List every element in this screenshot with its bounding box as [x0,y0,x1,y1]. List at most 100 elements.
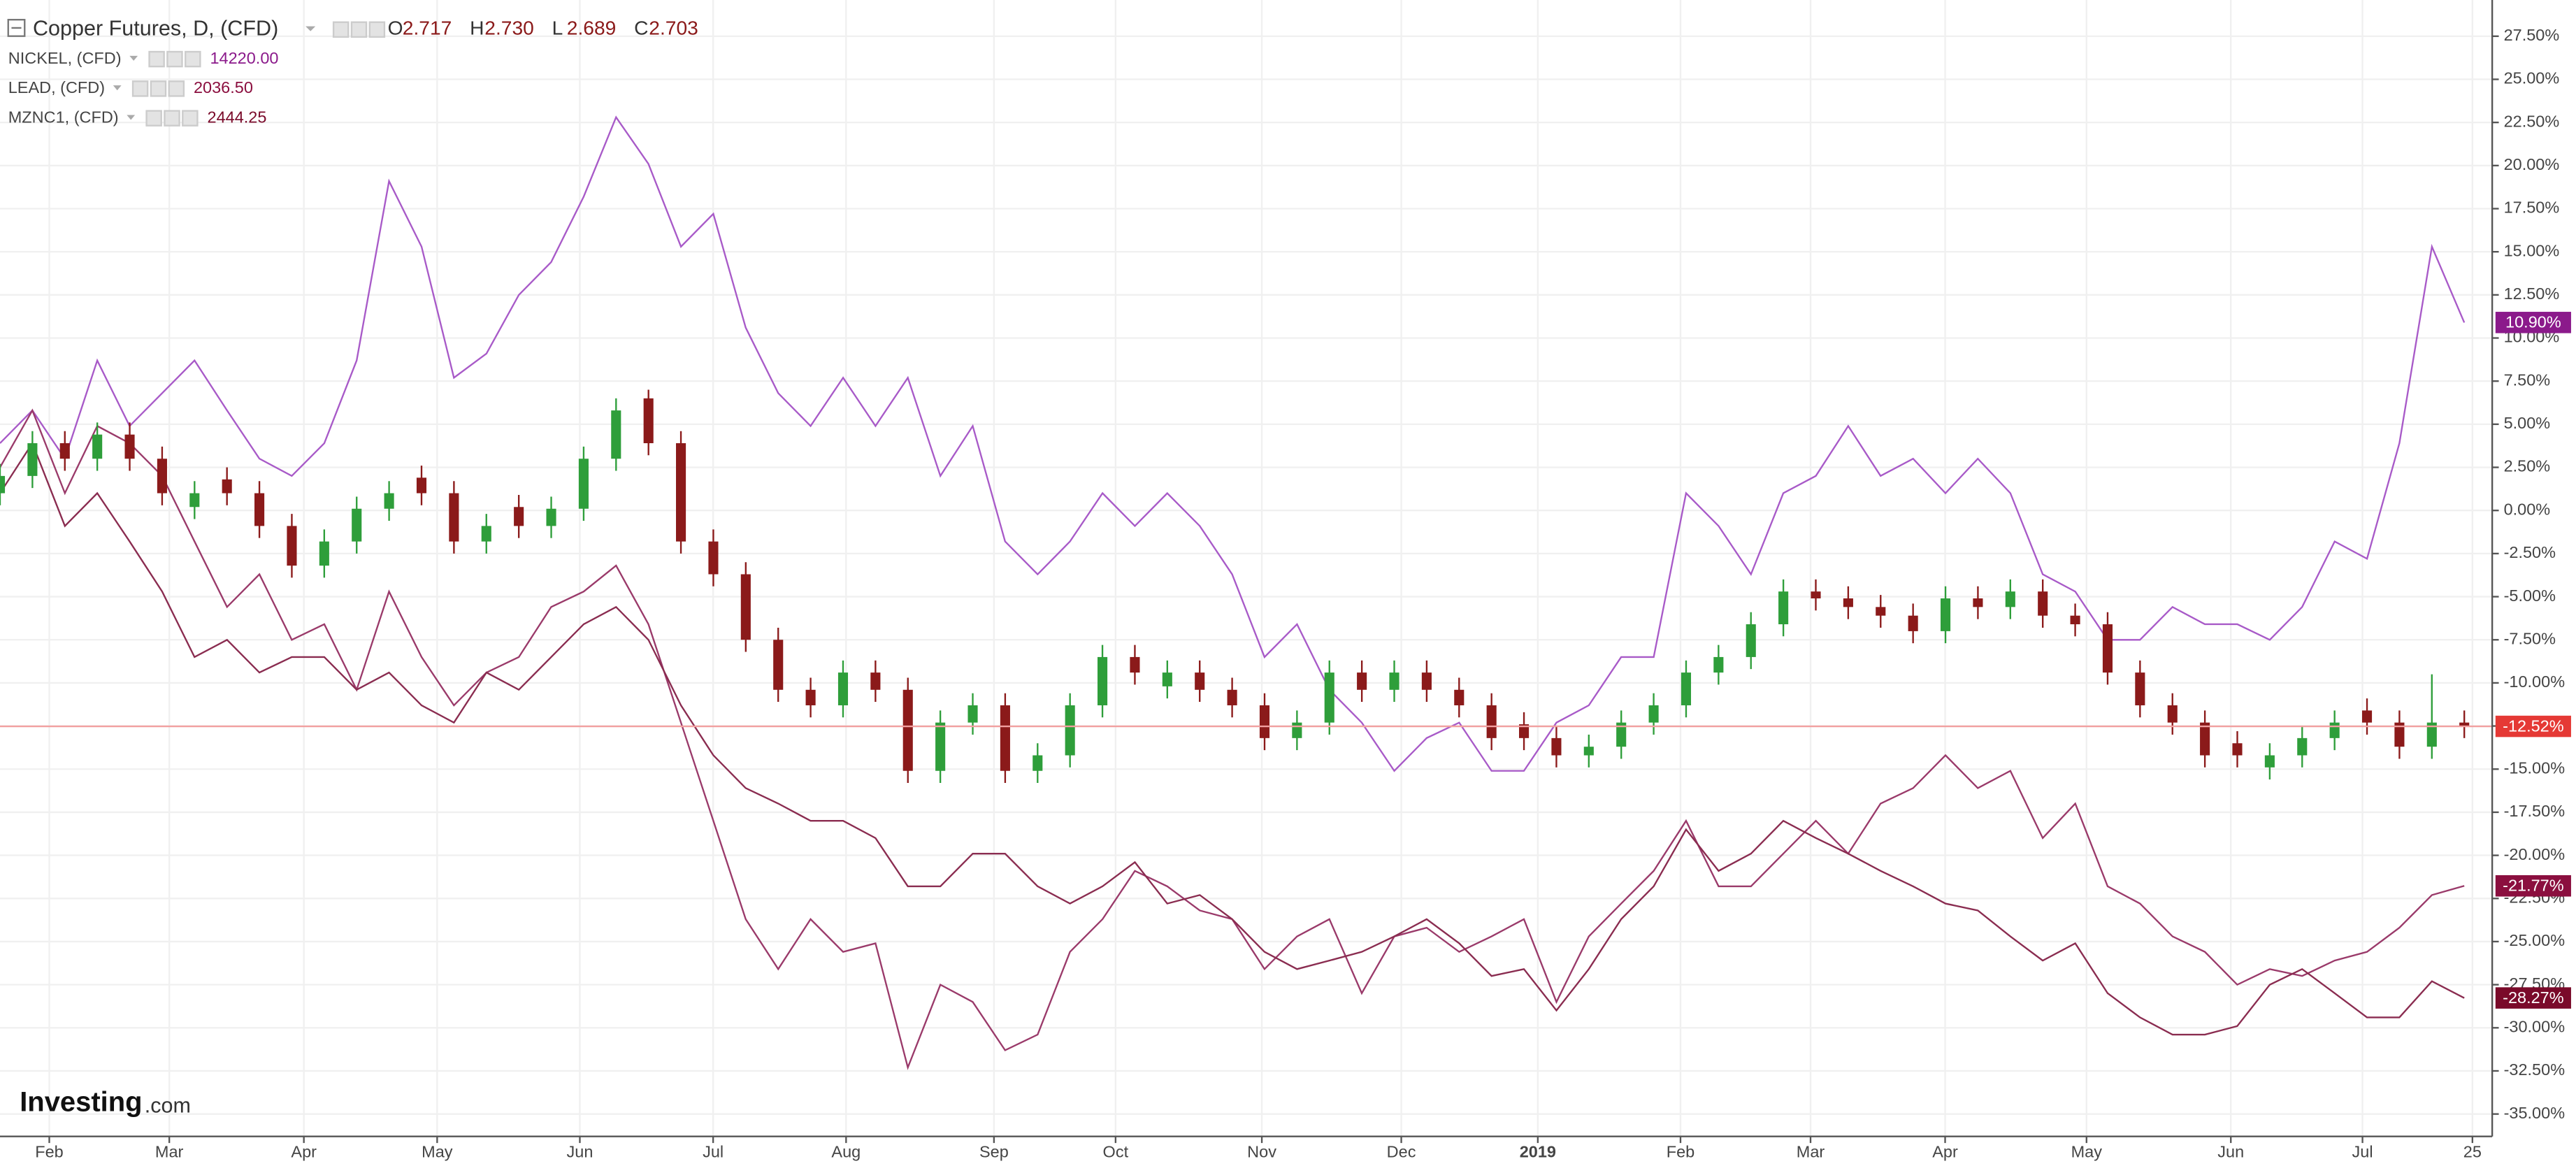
candle-body [1486,705,1497,738]
y-tick-label: -20.00% [2504,845,2566,863]
candle-body [2329,722,2340,738]
candle-body [189,493,200,508]
candle-body [222,479,232,494]
candle-body [384,493,394,509]
legend-icon[interactable] [131,80,149,97]
x-tick-label: Mar [155,1142,184,1160]
x-tick-label: Feb [1667,1142,1694,1160]
candle-body [1551,737,1562,756]
legend-icon[interactable] [150,80,167,97]
legend-icon[interactable] [350,21,368,38]
legend-icon[interactable] [164,110,180,127]
legend-icon[interactable] [166,50,183,68]
candle-body [935,722,946,771]
collapse-icon[interactable] [7,19,26,37]
candle-body [611,410,621,459]
ohlc-key: H [470,17,484,39]
legend: Copper Futures, D, (CFD) O 2.717 H 2.730 L 2.… [7,16,698,127]
ohlc-key: C [634,17,648,39]
candle-body [1616,722,1627,747]
dropdown-arrow[interactable] [127,115,136,120]
legend-icon[interactable] [185,50,201,68]
price-tag-label: -12.52% [2503,717,2564,735]
y-tick-label: -25.00% [2504,931,2566,949]
x-tick-label: May [422,1142,453,1160]
price-tag [2495,987,2571,1009]
candle-body [740,574,751,640]
legend-icon[interactable] [168,80,185,97]
candle-body [2070,615,2080,625]
logo-suffix: .com [145,1093,191,1117]
series-name[interactable]: NICKEL, (CFD) [8,49,122,67]
price-tag [2495,312,2571,333]
dropdown-arrow[interactable] [129,55,138,61]
candle-body [1940,598,1951,631]
legend-icon[interactable] [182,110,199,127]
legend-icon[interactable] [145,110,162,127]
candle-body [643,398,654,444]
x-tick-label: Jun [2217,1142,2244,1160]
candle-body [1908,615,1918,631]
price-tag-label: -28.27% [2503,988,2564,1007]
candle-body [416,477,427,494]
x-tick-label: Apr [291,1142,317,1160]
candle-body [1648,705,1659,723]
x-tick-label: Feb [35,1142,63,1160]
x-tick-label: Mar [1797,1142,1825,1160]
y-tick-label: 0.00% [2504,500,2551,518]
y-tick-label: 20.00% [2504,155,2560,173]
series-name[interactable]: LEAD, (CFD) [8,78,105,96]
candle-body [449,493,459,542]
x-tick-label: Aug [831,1142,861,1160]
ohlc-value: 2.730 [484,17,534,39]
y-tick-label: 22.50% [2504,112,2560,130]
series-name[interactable]: MZNC1, (CFD) [8,108,119,126]
candle-body [676,443,686,542]
legend-icon[interactable] [148,50,165,68]
candle-body [2361,710,2373,723]
legend-icon[interactable] [368,21,386,38]
ohlc-key: O [388,17,403,39]
candle-body [1000,705,1010,771]
x-tick-label: May [2071,1142,2103,1160]
dropdown-arrow[interactable] [305,26,316,31]
series-price: 14220.00 [210,49,278,67]
candle-body [2394,722,2405,747]
y-tick-label: 2.50% [2504,457,2551,475]
main-name[interactable]: Copper Futures, D, (CFD) [33,16,278,40]
candle-body [2297,737,2308,756]
candle-body [902,689,913,771]
y-tick-label: -10.00% [2504,672,2566,691]
ohlc-value: 2.717 [403,17,452,39]
x-tick-label: Dec [1387,1142,1416,1160]
candle-body [1843,598,1853,607]
ohlc-value: 2.703 [649,17,698,39]
candle-body [1098,656,1108,705]
grid [0,0,2493,1137]
y-tick-label: 27.50% [2504,26,2560,44]
candle-body [1195,672,1205,690]
x-tick-label: Jun [567,1142,593,1160]
candle-body [2005,591,2015,607]
y-tick-label: -2.50% [2504,543,2556,561]
logo: Investing .com [20,1086,191,1117]
candle-body [1713,656,1724,673]
candle-body [1162,672,1172,686]
candle-body [1681,672,1692,705]
price-tag [2495,874,2571,897]
legend-icon[interactable] [332,21,350,38]
candle-body [2459,722,2470,727]
candle-body [124,434,135,459]
candle-body [1130,656,1140,673]
candle-body [157,459,167,494]
candle-body [92,434,103,459]
candle-body [773,640,784,690]
series-line [0,441,2465,1036]
candle-body [59,443,70,459]
candle-body [2038,591,2048,616]
candle-body [287,526,297,566]
dropdown-arrow[interactable] [113,85,122,91]
series-price: 2444.25 [208,108,267,126]
